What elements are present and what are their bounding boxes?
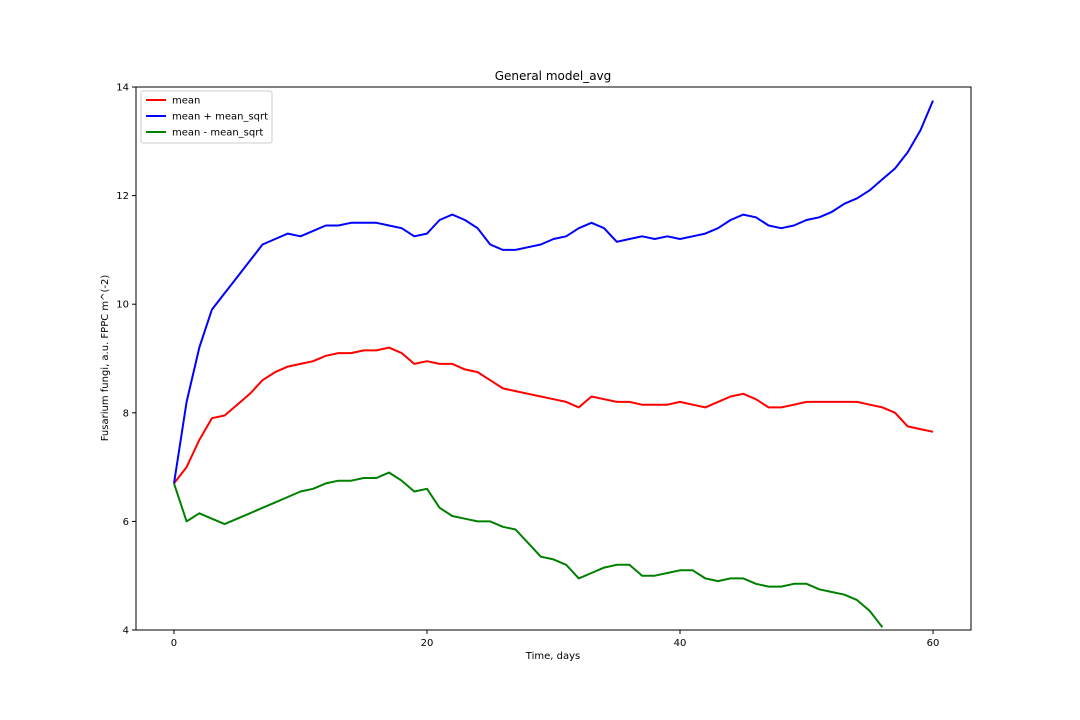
x-tick-label: 40 <box>674 638 687 649</box>
series-group <box>173 100 934 628</box>
legend-label: mean + mean_sqrt <box>172 112 268 123</box>
x-tick-label: 60 <box>927 638 940 649</box>
y-tick-label: 6 <box>123 517 129 528</box>
legend-label: mean <box>172 96 200 107</box>
legend-label: mean - mean_sqrt <box>172 128 263 139</box>
legend-box <box>140 90 273 144</box>
axes-frame <box>135 86 972 631</box>
y-axis-label: Fusarium fungi, a.u. FPPC m^(-2) <box>100 275 111 442</box>
plot-area: 0 20 40 60 4 6 8 10 12 14 <box>116 83 972 649</box>
chart-title: General model_avg <box>495 69 612 83</box>
y-tick-label: 12 <box>116 191 129 202</box>
y-tick-label: 10 <box>116 300 129 311</box>
series-line-0 <box>173 346 934 485</box>
series-line-2 <box>173 471 884 628</box>
y-tick-label: 14 <box>116 83 129 94</box>
x-tick-label: 20 <box>421 638 434 649</box>
y-tick-label: 8 <box>123 408 129 419</box>
series-line-1 <box>173 100 934 484</box>
x-axis-label: Time, days <box>525 651 580 662</box>
y-tick-label: 4 <box>123 626 129 637</box>
x-tick-label: 0 <box>171 638 177 649</box>
